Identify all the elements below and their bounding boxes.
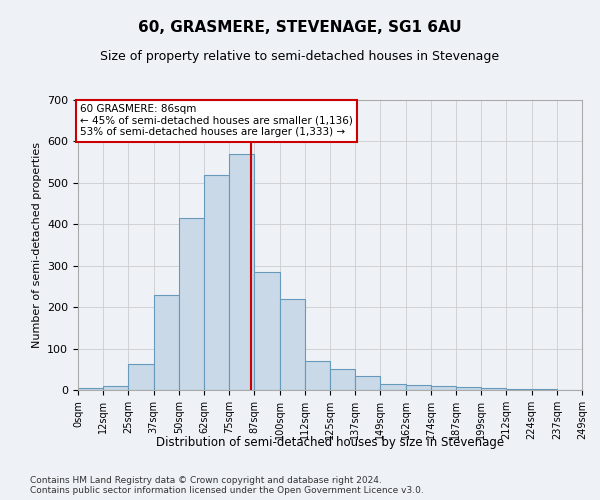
Bar [280,299,305,390]
Bar [78,388,103,390]
Bar [128,364,154,390]
Bar [506,389,532,390]
Bar [355,376,380,390]
Text: Distribution of semi-detached houses by size in Stevenage: Distribution of semi-detached houses by … [156,436,504,449]
Bar [532,389,557,390]
Bar [456,386,481,390]
Bar [103,386,128,390]
Bar [330,370,355,390]
Bar [154,294,179,390]
Bar [431,386,456,390]
Bar [204,174,229,390]
Text: 60 GRASMERE: 86sqm
← 45% of semi-detached houses are smaller (1,136)
53% of semi: 60 GRASMERE: 86sqm ← 45% of semi-detache… [80,104,353,138]
Text: Contains HM Land Registry data © Crown copyright and database right 2024.
Contai: Contains HM Land Registry data © Crown c… [30,476,424,495]
Text: Size of property relative to semi-detached houses in Stevenage: Size of property relative to semi-detach… [100,50,500,63]
Bar [380,384,406,390]
Bar [481,388,506,390]
Bar [179,218,204,390]
Bar [406,385,431,390]
Text: 60, GRASMERE, STEVENAGE, SG1 6AU: 60, GRASMERE, STEVENAGE, SG1 6AU [138,20,462,35]
Y-axis label: Number of semi-detached properties: Number of semi-detached properties [32,142,41,348]
Bar [229,154,254,390]
Bar [254,272,280,390]
Bar [305,361,330,390]
